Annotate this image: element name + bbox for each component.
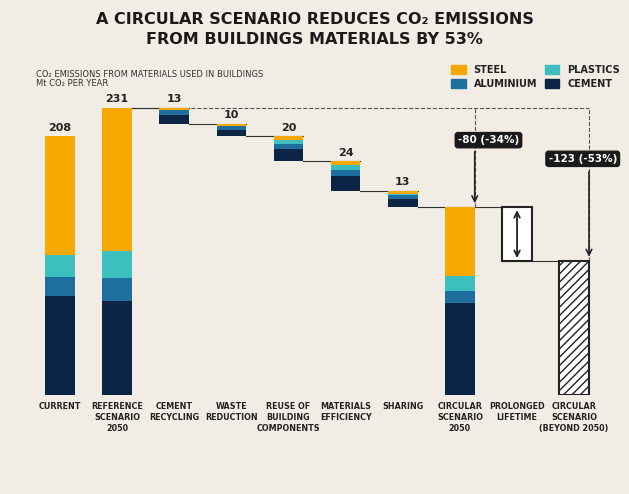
Bar xyxy=(331,176,360,191)
Bar xyxy=(216,130,246,136)
Text: 10: 10 xyxy=(224,110,239,120)
Bar xyxy=(103,301,132,395)
Bar xyxy=(445,276,475,290)
Bar xyxy=(331,170,360,176)
Text: 24: 24 xyxy=(338,148,353,158)
Bar xyxy=(331,162,360,165)
Bar xyxy=(274,144,303,149)
Bar xyxy=(216,124,246,126)
Bar xyxy=(388,194,418,195)
Text: 208: 208 xyxy=(48,123,72,133)
Bar xyxy=(274,136,303,140)
Bar xyxy=(103,251,132,278)
Bar xyxy=(388,191,418,194)
Text: Mt CO₂ PER YEAR: Mt CO₂ PER YEAR xyxy=(36,79,108,88)
Bar xyxy=(274,149,303,162)
Text: -123 (-53%): -123 (-53%) xyxy=(548,154,617,164)
Text: FROM BUILDINGS MATERIALS BY 53%: FROM BUILDINGS MATERIALS BY 53% xyxy=(146,32,483,47)
Bar xyxy=(45,277,75,296)
Bar xyxy=(274,140,303,144)
Bar xyxy=(445,207,475,276)
Bar xyxy=(159,115,189,124)
Bar xyxy=(502,207,532,261)
Bar xyxy=(103,278,132,301)
Bar xyxy=(388,195,418,199)
Bar xyxy=(559,261,589,395)
Bar xyxy=(445,290,475,303)
Text: 231: 231 xyxy=(106,94,129,104)
Text: A CIRCULAR SCENARIO REDUCES CO₂ EMISSIONS: A CIRCULAR SCENARIO REDUCES CO₂ EMISSION… xyxy=(96,12,533,27)
Text: 13: 13 xyxy=(395,177,411,187)
Legend: STEEL, ALUMINIUM, PLASTICS, CEMENT: STEEL, ALUMINIUM, PLASTICS, CEMENT xyxy=(447,61,624,92)
Bar xyxy=(445,303,475,395)
Bar xyxy=(45,136,75,254)
Bar xyxy=(159,108,189,110)
Bar xyxy=(45,254,75,277)
Text: 20: 20 xyxy=(281,123,296,133)
Bar xyxy=(216,126,246,130)
Bar xyxy=(388,199,418,207)
Bar xyxy=(45,296,75,395)
Bar xyxy=(159,110,189,115)
Bar xyxy=(103,108,132,251)
Text: 13: 13 xyxy=(167,94,182,104)
Bar xyxy=(331,165,360,170)
Text: CO₂ EMISSIONS FROM MATERIALS USED IN BUILDINGS: CO₂ EMISSIONS FROM MATERIALS USED IN BUI… xyxy=(36,71,264,80)
Text: -80 (-34%): -80 (-34%) xyxy=(458,135,519,145)
